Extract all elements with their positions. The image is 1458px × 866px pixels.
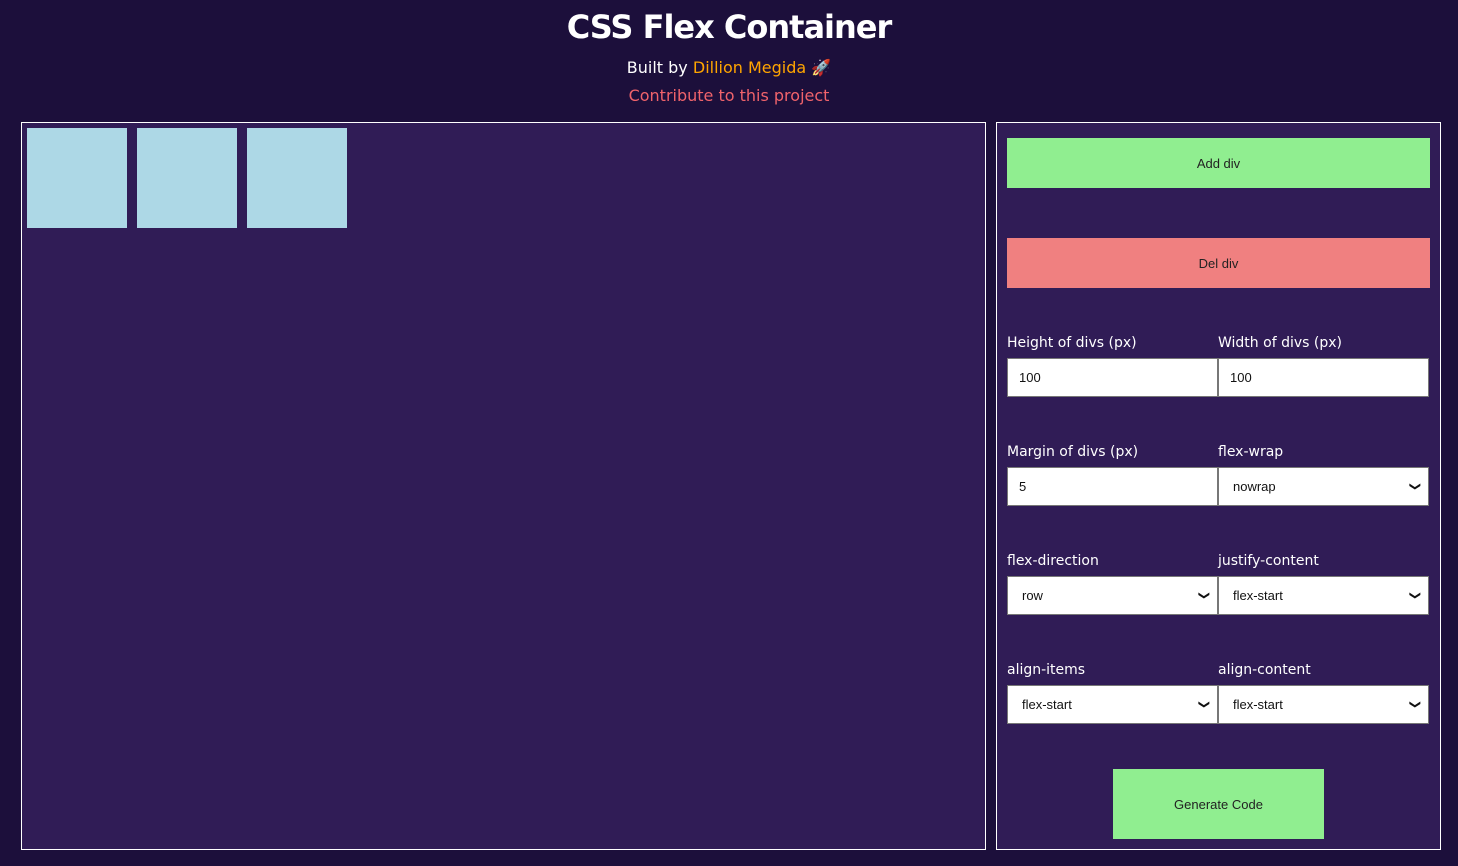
align-items-select[interactable]: flex-start ❯ bbox=[1007, 685, 1218, 724]
rocket-icon: 🚀 bbox=[811, 58, 832, 77]
align-content-select[interactable]: flex-start ❯ bbox=[1218, 685, 1429, 724]
margin-input[interactable]: 5 bbox=[1007, 467, 1218, 506]
flex-item bbox=[247, 128, 347, 228]
del-div-button[interactable]: Del div bbox=[1007, 238, 1430, 288]
justify-content-label: justify-content bbox=[1218, 553, 1319, 569]
width-input[interactable]: 100 bbox=[1218, 358, 1429, 397]
width-label: Width of divs (px) bbox=[1218, 335, 1342, 351]
align-items-value: flex-start bbox=[1022, 697, 1072, 712]
flex-item bbox=[137, 128, 237, 228]
flex-wrap-value: nowrap bbox=[1233, 479, 1276, 494]
chevron-down-icon: ❯ bbox=[1197, 699, 1210, 710]
height-label: Height of divs (px) bbox=[1007, 335, 1137, 351]
flex-direction-select[interactable]: row ❯ bbox=[1007, 576, 1218, 615]
flex-direction-label: flex-direction bbox=[1007, 553, 1099, 569]
chevron-down-icon: ❯ bbox=[1408, 699, 1421, 710]
chevron-down-icon: ❯ bbox=[1197, 590, 1210, 601]
chevron-down-icon: ❯ bbox=[1408, 481, 1421, 492]
flex-direction-value: row bbox=[1022, 588, 1043, 603]
page-title: CSS Flex Container bbox=[566, 8, 893, 46]
contribute-link[interactable]: Contribute to this project bbox=[628, 86, 830, 105]
justify-content-select[interactable]: flex-start ❯ bbox=[1218, 576, 1429, 615]
control-panel: Add div Del div Height of divs (px) Widt… bbox=[996, 122, 1441, 850]
align-content-label: align-content bbox=[1218, 662, 1311, 678]
margin-label: Margin of divs (px) bbox=[1007, 444, 1139, 460]
flex-item bbox=[27, 128, 127, 228]
align-content-value: flex-start bbox=[1233, 697, 1283, 712]
flex-preview-container bbox=[21, 122, 986, 850]
byline: Built by Dillion Megida 🚀 bbox=[0, 58, 1458, 77]
flex-wrap-select[interactable]: nowrap ❯ bbox=[1218, 467, 1429, 506]
generate-code-button[interactable]: Generate Code bbox=[1113, 769, 1324, 839]
flex-wrap-label: flex-wrap bbox=[1218, 444, 1284, 460]
add-div-button[interactable]: Add div bbox=[1007, 138, 1430, 188]
height-input[interactable]: 100 bbox=[1007, 358, 1218, 397]
author-link[interactable]: Dillion Megida bbox=[692, 58, 807, 77]
built-by-text: Built by bbox=[626, 58, 688, 77]
align-items-label: align-items bbox=[1007, 662, 1086, 678]
justify-content-value: flex-start bbox=[1233, 588, 1283, 603]
chevron-down-icon: ❯ bbox=[1408, 590, 1421, 601]
